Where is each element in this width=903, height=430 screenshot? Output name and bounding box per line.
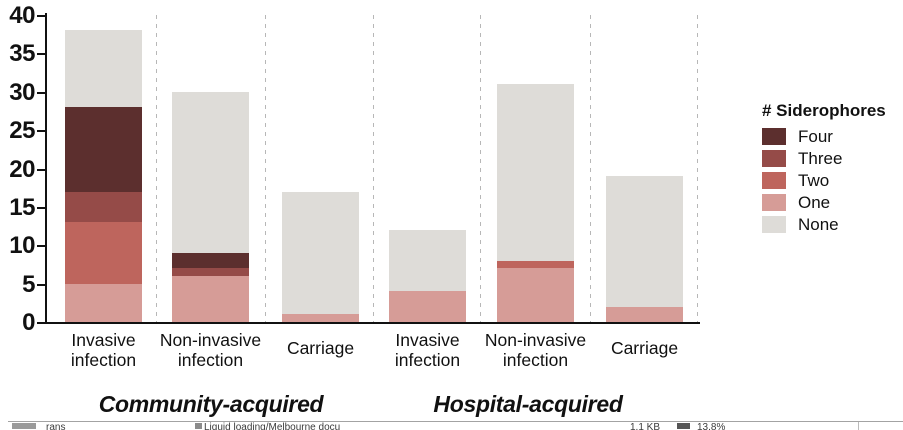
- clipped-row-divider: [8, 421, 903, 422]
- legend-label: Two: [798, 171, 830, 190]
- y-axis-tick: [37, 130, 45, 133]
- legend-label: Four: [798, 127, 833, 146]
- legend: # Siderophores Four Three Two One None: [762, 101, 903, 238]
- y-tick-label: 15: [9, 193, 35, 221]
- clipped-row-fragment: 1.1 KB: [630, 422, 661, 430]
- bar-segment-none: [282, 191, 359, 315]
- bar-segment-one: [65, 283, 142, 322]
- x-tick-label: Non-invasive infection: [484, 330, 587, 370]
- y-axis-tick: [37, 168, 45, 171]
- y-axis-line: [45, 13, 47, 324]
- y-tick-label: 5: [22, 270, 35, 298]
- y-axis-tick: [37, 322, 45, 324]
- bar-segment-none: [606, 176, 683, 307]
- x-tick-label: Non-invasive infection: [159, 330, 262, 370]
- legend-swatch-four: [762, 128, 786, 145]
- legend-title: # Siderophores: [762, 101, 886, 120]
- category-separator-line: [480, 15, 481, 322]
- legend-label: None: [798, 215, 839, 234]
- legend-swatch-none: [762, 216, 786, 233]
- legend-entry-none: None: [762, 216, 903, 233]
- legend-entries: Four Three Two One None: [762, 128, 903, 233]
- legend-swatch-three: [762, 150, 786, 167]
- clipped-row-fragment: Liquid loading/Melbourne docu: [204, 422, 341, 430]
- category-separator-line: [697, 15, 698, 322]
- bar-segment-none: [497, 84, 574, 261]
- clipped-row-icon: [677, 423, 690, 429]
- y-tick-label: 35: [9, 40, 35, 68]
- y-axis-tick: [37, 206, 45, 209]
- clipped-row-icon: [12, 423, 36, 429]
- clipped-row-icon: [195, 423, 202, 429]
- category-separator-line: [590, 15, 591, 322]
- legend-entry-four: Four: [762, 128, 903, 145]
- category-separator-line: [373, 15, 374, 322]
- x-axis-line: [45, 322, 700, 324]
- clipped-row-fragment: 13.8%: [697, 422, 726, 430]
- clipped-row-divider-vertical: [858, 422, 859, 430]
- y-tick-label: 40: [9, 2, 35, 29]
- legend-label: Three: [798, 149, 843, 168]
- bar-segment-two: [65, 222, 142, 284]
- bar-segment-one: [606, 306, 683, 322]
- x-tick-label: Carriage: [286, 338, 355, 358]
- category-separator-line: [156, 15, 157, 322]
- bar-segment-none: [389, 229, 466, 292]
- legend-entry-two: Two: [762, 172, 903, 189]
- legend-swatch-one: [762, 194, 786, 211]
- x-tick-label: Invasive infection: [70, 330, 137, 370]
- bar-segment-three: [65, 191, 142, 223]
- bar-segment-one: [389, 291, 466, 322]
- bar-segment-none: [65, 30, 142, 108]
- group-label-community-acquired: Community-acquired: [98, 391, 324, 417]
- bar-segment-four: [172, 252, 249, 269]
- y-tick-label: 25: [9, 117, 35, 145]
- y-axis-tick: [37, 91, 45, 94]
- y-axis-tick: [37, 15, 45, 17]
- bar-segment-two: [497, 260, 574, 269]
- y-tick-label: 20: [9, 155, 35, 183]
- bar-segment-one: [497, 268, 574, 322]
- y-axis-tick: [37, 283, 45, 286]
- clipped-row-fragment: rans: [46, 422, 66, 430]
- bar-segment-three: [172, 268, 249, 276]
- legend-label: One: [798, 193, 831, 212]
- legend-entry-three: Three: [762, 150, 903, 167]
- y-tick-label: 10: [9, 232, 35, 260]
- y-axis-tick: [37, 245, 45, 248]
- bar-segment-one: [282, 314, 359, 322]
- legend-swatch-two: [762, 172, 786, 189]
- clipped-bottom-row: rans Liquid loading/Melbourne docu 1.1 KB 1…: [0, 420, 903, 430]
- y-tick-label: 0: [22, 309, 35, 336]
- bar-segment-none: [172, 91, 249, 253]
- bar-segment-one: [172, 275, 249, 322]
- group-label-hospital-acquired: Hospital-acquired: [433, 391, 623, 417]
- category-separator-line: [265, 15, 266, 322]
- y-axis-tick: [37, 53, 45, 56]
- x-tick-label: Invasive infection: [394, 330, 461, 370]
- legend-entry-one: One: [762, 194, 903, 211]
- x-tick-label: Carriage: [610, 338, 679, 358]
- bar-segment-four: [65, 107, 142, 192]
- y-tick-label: 30: [9, 78, 35, 106]
